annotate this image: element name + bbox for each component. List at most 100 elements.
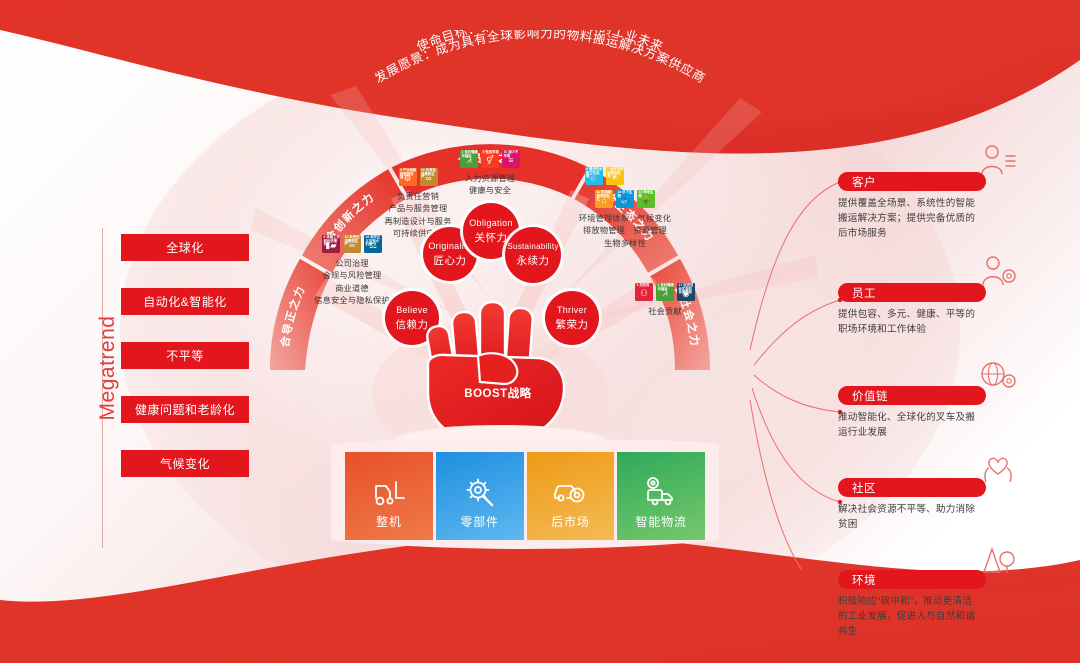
sdg-number: 12 负责任消费和生产 <box>344 235 360 247</box>
stakeholder-title: 员工 <box>838 283 986 302</box>
boost-circle-en: Sustainability <box>507 242 559 251</box>
car-service-icon <box>554 485 585 503</box>
segment-innovation: 9 产业创新和基础设施 ⚙ 12 负责任消费和生产 ∞ 负责任营销 产品与服务管… <box>353 168 483 240</box>
segment-sdg-icons-row1: 6 清洁饮水和卫生设施 💧 7 经济适用的清洁能源 ☀ <box>573 167 635 185</box>
sdg-12-responsible-consumption-icon: 12 负责任消费和生产 ∞ <box>343 235 361 253</box>
gear-wrench-icon <box>466 478 493 507</box>
ribbon-tab-logistics[interactable]: 智能物流 <box>617 452 705 540</box>
segment-sdg-icons: 3 良好健康与福祉 ⩘ 5 性别平等 ⚥ 10 减少不平等 ≡ <box>425 150 555 168</box>
sdg-glyph: ☀ <box>610 172 619 183</box>
megatrend-item[interactable]: 自动化&智能化 <box>121 288 249 315</box>
stakeholder-title: 社区 <box>838 478 986 497</box>
sdg-8-decent-work-icon: 8 体面工作和经济增长 ▮▰ <box>322 235 340 253</box>
stakeholder-panel: 客户 提供覆盖全场景、系统性的智能搬运解决方案；提供完备优质的后市场服务 员工 … <box>838 145 1038 637</box>
segment-text-line: 社会贡献 <box>648 307 682 316</box>
segment-text-line: 公司治理 <box>335 259 369 268</box>
boost-circle-cn: 关怀力 <box>474 231 508 244</box>
sdg-15-life-on-land-icon: 15 陆地生物 🌳 <box>637 190 655 208</box>
boost-circle-en: Thriver <box>556 304 588 315</box>
customer-person-icon <box>981 145 1016 175</box>
ribbon-tab-list: 整机 零部件 <box>345 452 705 540</box>
mission-vision-text: 使命目标：聚合力，提升可持续的工业未来 发展愿景：成为具有全球影响力的物料搬运解… <box>372 30 708 86</box>
globe-gear-icon <box>981 362 1016 388</box>
boost-circle-cn: 永续力 <box>516 255 550 267</box>
segment-society: 1 无贫穷 ⚇ 3 良好健康与福祉 ⩘ 17 促进目标实现的伙伴关系 ◉ 社会贡… <box>610 283 720 318</box>
megatrend-list: 全球化 自动化&智能化 不平等 健康问题和老龄化 气候变化 <box>121 234 249 504</box>
ribbon-tab-label: 整机 <box>376 515 402 529</box>
stakeholder-environment[interactable]: 环境 积极响应“碳中和”，推动更清洁的工业发展，促进人与自然和谐共生 <box>838 546 1034 640</box>
ribbon-tab-machine[interactable]: 整机 <box>345 452 433 540</box>
sdg-number: 7 经济适用的清洁能源 <box>607 167 624 179</box>
ribbon-tab-label: 零部件 <box>460 515 499 529</box>
sdg-number: 5 性别平等 <box>482 150 499 154</box>
stakeholder-title: 客户 <box>838 172 986 191</box>
employee-gear-person-icon <box>982 256 1016 286</box>
megatrend-axis-label: Megatrend <box>96 315 119 421</box>
sdg-glyph: ⚥ <box>486 155 494 166</box>
megatrend-axis-line <box>102 228 103 548</box>
stakeholder-valuechain[interactable]: 价值链 推动智能化、全球化的叉车及搬运行业发展 <box>838 362 1034 441</box>
sdg-16-peace-justice-icon: 16 和平正义与强大机构 ⚖ <box>364 235 382 253</box>
segment-text-line: 合规与风险管理 <box>322 271 382 281</box>
boost-circle-sustainability[interactable]: Sustainability 永续力 <box>505 227 561 283</box>
sdg-12-responsible-consumption-icon: 12 负责任消费和生产 ∞ <box>419 168 438 186</box>
segment-text-line: 生物多样性 <box>604 238 646 248</box>
megatrend-item[interactable]: 全球化 <box>121 234 249 261</box>
stakeholder-desc: 解决社会资源不平等、助力消除贫困 <box>838 504 976 530</box>
sdg-number: 16 和平正义与强大机构 <box>365 235 381 247</box>
hands-heart-icon <box>984 457 1012 483</box>
sdg-10-reduced-inequalities-icon: 10 减少不平等 ≡ <box>502 150 520 168</box>
segment-text-line: 再制造设计与服务 <box>384 216 452 226</box>
sdg-number: 3 良好健康与福祉 <box>657 283 674 291</box>
megatrend-item[interactable]: 健康问题和老龄化 <box>121 396 249 423</box>
sdg-14-life-below-water-icon: 14 水下生物 🐟 <box>616 190 634 208</box>
boost-circle-en: Obligation <box>469 217 513 228</box>
segment-sdg-icons: 1 无贫穷 ⚇ 3 良好健康与福祉 ⩘ 17 促进目标实现的伙伴关系 ◉ <box>610 283 720 301</box>
sdg-glyph: 🌳 <box>640 195 652 206</box>
segment-text-line: 负责任营销 <box>397 192 439 201</box>
sdg-3-good-health-icon: 3 良好健康与福祉 ⩘ <box>460 150 478 168</box>
sdg-1-no-poverty-icon: 1 无贫穷 ⚇ <box>635 283 653 301</box>
sdg-glyph: ∞ <box>348 240 356 251</box>
sdg-number: 6 清洁饮水和卫生设施 <box>586 167 603 179</box>
segment-text-line: 排放物管理 资源管理 <box>583 226 667 236</box>
stakeholder-title: 价值链 <box>838 386 986 405</box>
sdg-11-sustainable-cities-icon: 11 可持续城市和社区 ⌂ <box>595 190 613 208</box>
sdg-number: 3 良好健康与福祉 <box>461 150 478 158</box>
segment-governance: 8 体面工作和经济增长 ▮▰ 12 负责任消费和生产 ∞ 16 和平正义与强大机… <box>277 235 427 307</box>
sdg-glyph: 🐟 <box>619 195 631 206</box>
tree-leaf-icon <box>983 546 1015 573</box>
sdg-number: 14 水下生物 <box>617 190 633 198</box>
sdg-glyph: ∞ <box>425 173 432 184</box>
segment-text-line: 产品与服务管理 <box>388 204 448 214</box>
ribbon-tab-aftermarket[interactable]: 后市场 <box>526 452 615 540</box>
segment-text-line: 可持续供应链 <box>392 228 444 238</box>
segment-employee: 3 良好健康与福祉 ⩘ 5 性别平等 ⚥ 10 减少不平等 ≡ 人力资源管理 健… <box>425 150 555 198</box>
sdg-glyph: 💧 <box>588 172 599 183</box>
sdg-glyph: ⩘ <box>662 288 668 299</box>
sdg-number: 11 可持续城市和社区 <box>596 190 612 202</box>
sdg-7-affordable-energy-icon: 7 经济适用的清洁能源 ☀ <box>605 167 624 185</box>
sdg-number: 15 陆地生物 <box>638 190 654 198</box>
stakeholder-customer[interactable]: 客户 提供覆盖全场景、系统性的智能搬运解决方案；提供完备优质的后市场服务 <box>838 145 1034 242</box>
megatrend-panel: Megatrend 全球化 自动化&智能化 不平等 健康问题和老龄化 气候变化 <box>88 228 249 548</box>
sdg-number: 12 负责任消费和生产 <box>421 168 436 180</box>
segment-sdg-icons-row2: 11 可持续城市和社区 ⌂ 14 水下生物 🐟 15 陆地生物 🌳 <box>555 190 695 208</box>
segment-sdg-icons: 8 体面工作和经济增长 ▮▰ 12 负责任消费和生产 ∞ 16 和平正义与强大机… <box>277 235 427 253</box>
sdg-glyph: ≡ <box>508 155 514 166</box>
sdg-number: 8 体面工作和经济增长 <box>323 235 340 247</box>
stakeholder-connector-lines <box>749 179 843 570</box>
stakeholder-employee[interactable]: 员工 提供包容、多元、健康、平等的职场环境和工作体验 <box>838 256 1034 338</box>
center-strategy-label: BOOST战略 <box>464 388 532 400</box>
boost-circle-cn: 匠心力 <box>433 254 467 267</box>
sdg-glyph: ⚇ <box>640 288 648 299</box>
segment-sdg-icons: 9 产业创新和基础设施 ⚙ 12 负责任消费和生产 ∞ <box>353 168 483 186</box>
sdg-number: 17 促进目标实现的伙伴关系 <box>678 283 694 295</box>
megatrend-item[interactable]: 气候变化 <box>121 450 249 477</box>
boost-circle-thriver[interactable]: Thriver 繁荣力 <box>545 291 599 345</box>
megatrend-item[interactable]: 不平等 <box>121 342 249 369</box>
ribbon-tab-parts[interactable]: 零部件 <box>435 452 524 540</box>
stakeholder-community[interactable]: 社区 解决社会资源不平等、助力消除贫困 <box>838 457 1034 533</box>
sdg-5-gender-equality-icon: 5 性别平等 ⚥ <box>481 150 499 168</box>
